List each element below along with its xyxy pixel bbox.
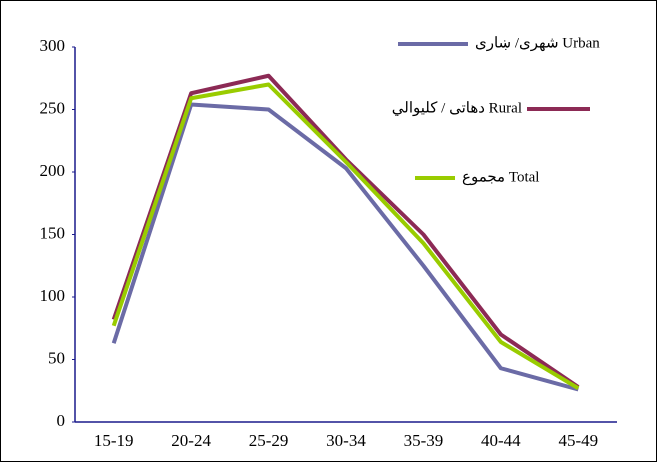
x-tick-label: 35-39 (404, 431, 444, 450)
x-tick-label: 25-29 (249, 431, 289, 450)
y-tick-label: 200 (40, 161, 66, 180)
legend-label: شهری/ ښاری Urban (475, 35, 600, 51)
series-line (111, 102, 579, 392)
x-tick-label: 40-44 (481, 431, 521, 450)
legend-label: مجموع Total (462, 169, 539, 185)
legend-label: دهاتی / کلیوالي Rural (392, 100, 522, 116)
y-tick-label: 0 (57, 411, 66, 430)
series-line (111, 82, 580, 390)
y-tick-label: 50 (48, 348, 65, 367)
y-tick-label: 100 (40, 286, 66, 305)
y-tick-label: 300 (40, 36, 66, 55)
x-tick-label: 30-34 (326, 431, 366, 450)
y-tick-label: 150 (40, 223, 66, 242)
x-tick-label: 20-24 (171, 431, 211, 450)
x-tick-label: 15-19 (94, 431, 134, 450)
y-tick-label: 250 (40, 98, 66, 117)
x-tick-label: 45-49 (558, 431, 598, 450)
